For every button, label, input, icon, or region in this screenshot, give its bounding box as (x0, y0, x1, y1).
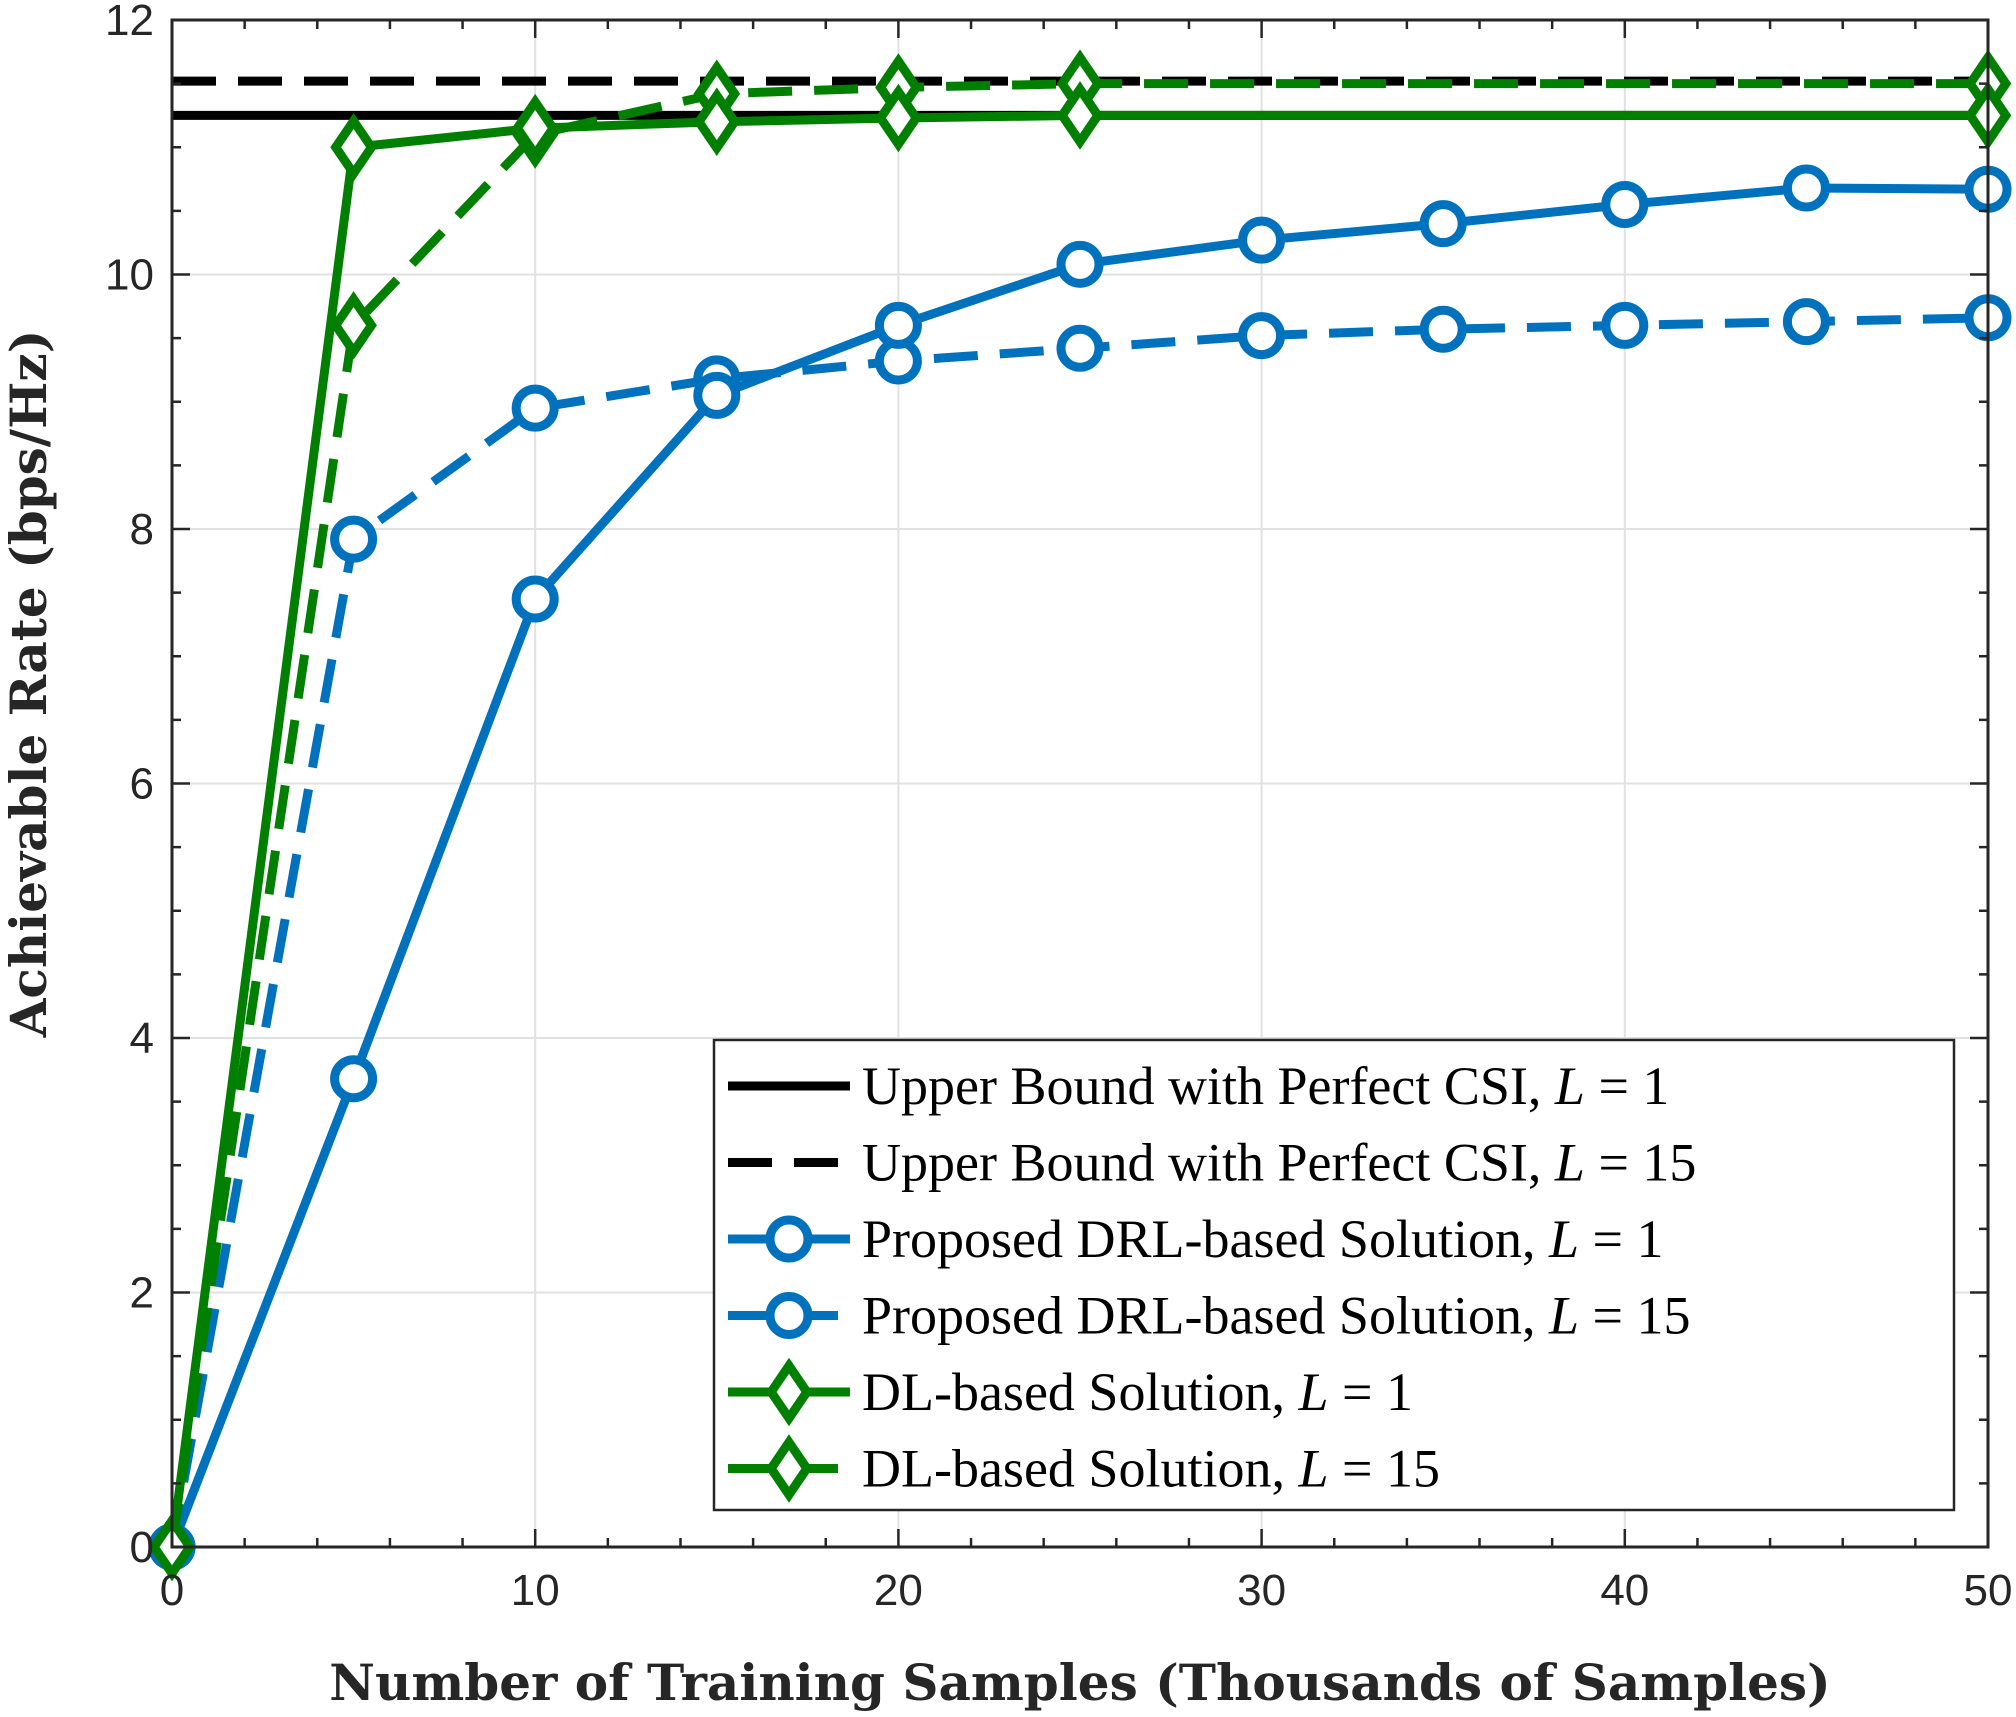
data-point-circle (511, 575, 559, 623)
y-tick-label: 4 (130, 1014, 154, 1063)
series-4 (148, 294, 2012, 1571)
legend: Upper Bound with Perfect CSI, L = 1 Upper… (712, 1038, 1956, 1512)
series-group (148, 49, 2012, 1582)
x-tick-label: 10 (511, 1566, 560, 1615)
data-point-circle (1601, 181, 1649, 229)
y-tick-label: 2 (130, 1269, 154, 1318)
legend-label: DL-based Solution, L = 1 (862, 1362, 1413, 1422)
legend-box (712, 1038, 1956, 1512)
y-tick-label: 12 (105, 0, 154, 45)
data-point-circle (765, 1292, 813, 1339)
y-tick-label: 8 (130, 505, 154, 554)
legend-entry-1: Upper Bound with Perfect CSI, L = 1 (728, 1056, 1669, 1116)
legend-label: Proposed DRL-based Solution, L = 15 (862, 1286, 1691, 1346)
legend-label: DL-based Solution, L = 15 (862, 1439, 1440, 1499)
x-tick-label: 50 (1964, 1566, 2013, 1615)
data-point-circle (511, 384, 559, 432)
y-axis-title: Achievable Rate (bps/Hz) (0, 330, 58, 1039)
data-point-diamond (765, 1357, 813, 1427)
x-tick-label: 30 (1237, 1566, 1286, 1615)
y-tick-label: 0 (130, 1523, 154, 1572)
legend-label: Proposed DRL-based Solution, L = 1 (862, 1209, 1664, 1269)
legend-entry-5: DL-based Solution, L = 1 (728, 1357, 1413, 1427)
data-point-circle (765, 1215, 813, 1263)
y-tick-label: 10 (105, 251, 154, 300)
legend-label: Upper Bound with Perfect CSI, L = 1 (862, 1056, 1669, 1116)
data-point-diamond (875, 83, 922, 153)
data-point-circle (1056, 240, 1104, 288)
data-point-diamond (511, 93, 559, 163)
legend-entry-2: Upper Bound with Perfect CSI, L = 15 (728, 1133, 1696, 1193)
tick-marks (170, 18, 1990, 1549)
x-tick-label: 40 (1600, 1566, 1649, 1615)
data-point-circle (1238, 312, 1286, 360)
data-point-circle (1419, 200, 1467, 248)
data-point-circle (1238, 216, 1286, 264)
x-axis-title: Number of Training Samples (Thousands of… (329, 1653, 1830, 1712)
data-point-diamond (765, 1434, 813, 1503)
data-point-circle (693, 371, 741, 419)
data-point-circle (330, 1055, 378, 1103)
legend-label: Upper Bound with Perfect CSI, L = 15 (862, 1133, 1696, 1193)
data-point-circle (1056, 324, 1104, 372)
x-tick-label: 0 (160, 1566, 184, 1615)
data-point-diamond (330, 291, 377, 360)
data-point-circle (1601, 301, 1649, 349)
legend-entry-3: Proposed DRL-based Solution, L = 1 (728, 1209, 1664, 1269)
data-point-diamond (693, 87, 741, 157)
data-point-circle (330, 515, 378, 563)
legend-entry-4: Proposed DRL-based Solution, L = 15 (728, 1286, 1691, 1346)
data-point-diamond (1056, 81, 1104, 150)
data-point-circle (1782, 298, 1830, 346)
data-point-circle (874, 301, 922, 349)
y-tick-label: 6 (130, 760, 154, 809)
data-point-circle (1782, 164, 1830, 212)
legend-entry-6: DL-based Solution, L = 15 (728, 1434, 1440, 1503)
data-point-circle (1419, 305, 1467, 353)
tick-labels: 0 10 20 30 40 50 0 2 4 6 8 10 12 (105, 0, 2012, 1615)
x-tick-label: 20 (874, 1566, 923, 1615)
data-point-diamond (330, 112, 377, 182)
